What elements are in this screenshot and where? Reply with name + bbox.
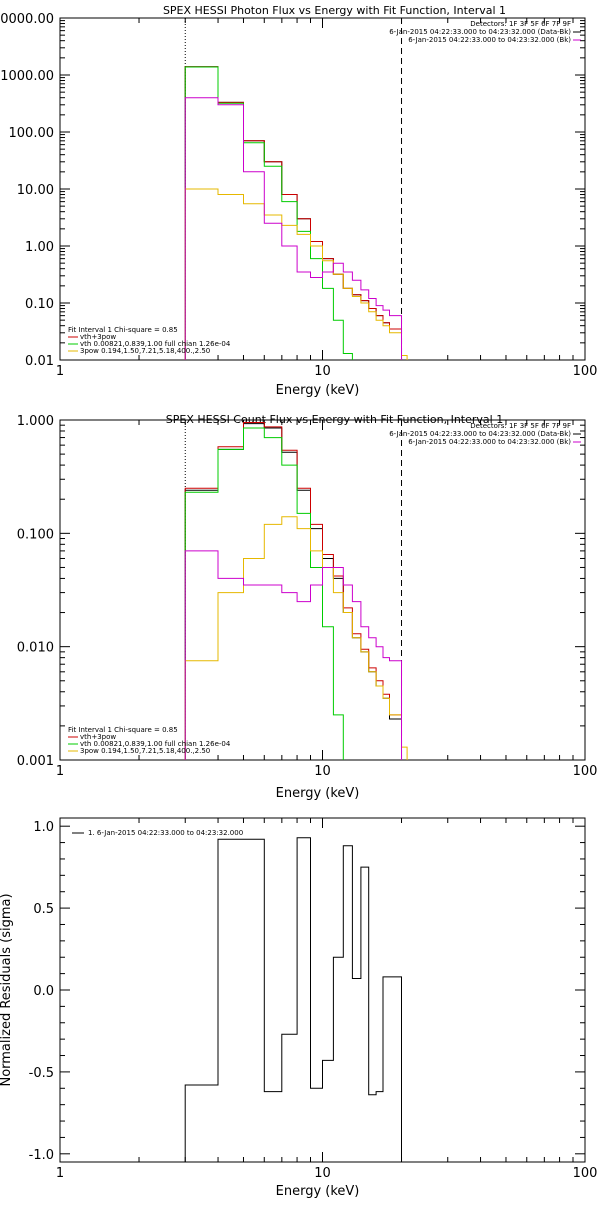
legend-header-text: 6-Jan-2015 04:22:33.000 to 04:23:32.000 … bbox=[389, 28, 571, 36]
y-tick-label: 100.00 bbox=[9, 126, 55, 141]
y-tick-label: 1.00 bbox=[25, 240, 54, 255]
chart-title: SPEX HESSI Photon Flux vs Energy with Fi… bbox=[163, 4, 506, 17]
y-tick-label: 0.100 bbox=[17, 527, 54, 542]
fit-legend-text: 3pow 0.194,1.50,7.21,5.18,400.,2.50 bbox=[80, 747, 210, 755]
legend-text: 1. 6-Jan-2015 04:22:33.000 to 04:23:32.0… bbox=[88, 829, 243, 837]
x-tick-label: 100 bbox=[573, 364, 598, 379]
series-vth-3pow bbox=[184, 422, 402, 760]
y-tick-label: 0.0 bbox=[33, 984, 54, 999]
y-tick-label: 0.10 bbox=[25, 297, 54, 312]
y-tick-label: 0.001 bbox=[17, 754, 54, 769]
legend-header-text: 6-Jan-2015 04:22:33.000 to 04:23:32.000 … bbox=[408, 438, 571, 446]
x-tick-label: 100 bbox=[573, 764, 598, 779]
y-tick-label: 1.000 bbox=[17, 414, 54, 429]
series-bk bbox=[184, 550, 402, 760]
y-tick-label: 10.00 bbox=[17, 183, 54, 198]
chart-panel-3: 1 10 100 -1.0 -0.5 0.0 0.5 1.0 Energy (keV) Norma… bbox=[0, 817, 598, 1199]
y-tick-label: 1000.00 bbox=[0, 69, 54, 84]
legend-header-text: Detectors: 1F 3F 5F 6F 7F 9F bbox=[470, 422, 571, 430]
series-vth bbox=[184, 427, 344, 760]
chart-panel-1: SPEX HESSI Photon Flux vs Energy with Fi… bbox=[0, 4, 597, 398]
fit-legend-text: vth+3pow bbox=[80, 733, 116, 741]
y-tick-label: -0.5 bbox=[29, 1066, 54, 1081]
fit-legend-text: vth+3pow bbox=[80, 333, 116, 341]
plot-frame bbox=[59, 817, 586, 1163]
x-tick-label: 10 bbox=[314, 364, 331, 379]
y-tick-label: 0.010 bbox=[17, 641, 54, 656]
fit-legend-text: 3pow 0.194,1.50,7.21,5.18,400.,2.50 bbox=[80, 347, 210, 355]
fit-legend-text: Fit Interval 1 Chi-square = 0.85 bbox=[68, 726, 178, 734]
x-tick-label: 1 bbox=[56, 364, 64, 379]
y-tick-label: 0.01 bbox=[25, 354, 54, 369]
y-tick-label: 10000.00 bbox=[0, 12, 54, 27]
fit-legend-text: vth 0.00821,0.839,1.00 full chian 1.26e-… bbox=[80, 340, 231, 348]
y-tick-label: 0.5 bbox=[33, 902, 54, 917]
x-tick-label: 1 bbox=[56, 764, 64, 779]
series-vth bbox=[184, 66, 353, 360]
x-axis-label: Energy (keV) bbox=[276, 786, 360, 801]
legend-header-text: Detectors: 1F 3F 5F 6F 7F 9F bbox=[470, 20, 571, 28]
y-axis-label: Normalized Residuals (sigma) bbox=[0, 893, 14, 1086]
plot-frame bbox=[59, 17, 586, 361]
series-bk bbox=[184, 97, 402, 360]
x-tick-label: 100 bbox=[573, 1166, 598, 1181]
x-tick-label: 10 bbox=[314, 1166, 331, 1181]
series-1-6-jan-2015-04-22-33-000-to-04-23-32-000 bbox=[184, 837, 402, 1162]
legend-header-text: 6-Jan-2015 04:22:33.000 to 04:23:32.000 … bbox=[389, 430, 571, 438]
x-tick-label: 1 bbox=[56, 1166, 64, 1181]
fit-legend-text: vth 0.00821,0.839,1.00 full chian 1.26e-… bbox=[80, 740, 231, 748]
x-axis-label: Energy (keV) bbox=[276, 1184, 360, 1199]
series-3pow bbox=[184, 188, 408, 360]
legend-header-text: 6-Jan-2015 04:22:33.000 to 04:23:32.000 … bbox=[408, 36, 571, 44]
x-axis-label: Energy (keV) bbox=[276, 383, 360, 398]
x-tick-label: 10 bbox=[314, 764, 331, 779]
y-tick-label: -1.0 bbox=[29, 1148, 54, 1163]
chart-panel-2: SPEX HESSI Count Flux vs Energy with Fit… bbox=[17, 413, 598, 801]
series-data-bk bbox=[184, 66, 402, 360]
series-3pow bbox=[184, 516, 408, 760]
y-tick-label: 1.0 bbox=[33, 820, 54, 835]
series-vth-3pow bbox=[184, 66, 402, 360]
fit-legend-text: Fit Interval 1 Chi-square = 0.85 bbox=[68, 326, 178, 334]
